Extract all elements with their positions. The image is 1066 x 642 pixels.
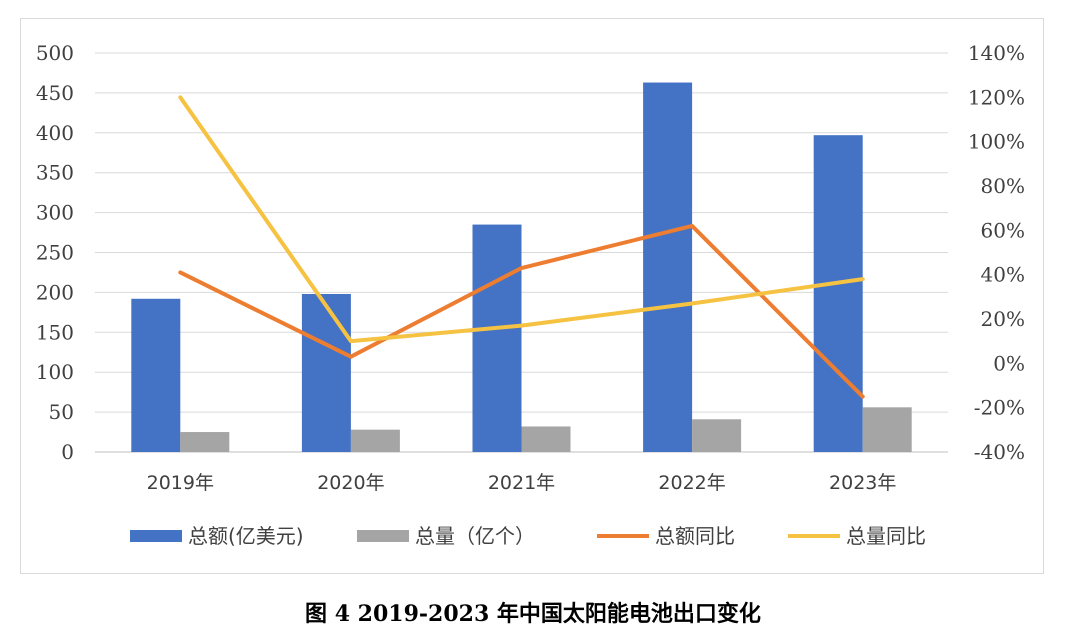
legend-label: 总量同比: [846, 524, 926, 548]
figure-caption: 图 4 2019-2023 年中国太阳能电池出口变化: [305, 601, 761, 627]
bar-total-value: [472, 224, 522, 452]
bar-total-value: [813, 135, 863, 452]
bar-total-volume: [350, 429, 400, 452]
legend-swatch: [130, 530, 182, 542]
bar-total-volume: [862, 407, 912, 452]
category-label: 2021年: [488, 472, 555, 494]
left-tick-label: 200: [36, 280, 74, 304]
line-value-yoy: [178, 223, 865, 399]
legend-swatch: [357, 530, 409, 542]
right-tick-label: 140%: [968, 41, 1025, 65]
category-label: 2019年: [147, 472, 214, 494]
bar-total-volume: [692, 419, 742, 452]
category-label: 2020年: [317, 472, 384, 494]
bar-total-volume: [180, 432, 230, 452]
left-tick-label: 400: [36, 121, 74, 145]
left-tick-label: 100: [36, 360, 74, 384]
bar-total-value: [131, 298, 181, 452]
chart-frame: [20, 18, 1044, 574]
right-tick-label: 100%: [968, 130, 1025, 154]
right-tick-label: 40%: [981, 263, 1025, 287]
left-tick-label: 350: [36, 161, 74, 185]
left-tick-label: 150: [36, 320, 74, 344]
left-tick-label: 250: [36, 241, 74, 265]
line-volume-yoy: [178, 95, 865, 344]
right-tick-label: 120%: [968, 85, 1025, 109]
right-tick-label: 0%: [993, 351, 1025, 375]
bar-total-value: [643, 82, 693, 452]
bar-total-volume: [521, 426, 571, 452]
legend-label: 总额同比: [655, 524, 735, 548]
legend-label: 总额(亿美元): [188, 524, 304, 548]
left-tick-label: 500: [36, 41, 74, 65]
right-tick-label: -20%: [974, 396, 1025, 420]
bar-total-value: [301, 293, 351, 452]
right-tick-label: 80%: [981, 174, 1025, 198]
left-tick-label: 0: [61, 440, 74, 464]
category-label: 2023年: [829, 472, 896, 494]
left-tick-label: 300: [36, 201, 74, 225]
right-tick-label: 60%: [981, 218, 1025, 242]
left-tick-label: 50: [49, 400, 74, 424]
right-tick-label: 20%: [981, 307, 1025, 331]
left-tick-label: 450: [36, 81, 74, 105]
legend-label: 总量（亿个）: [415, 524, 535, 548]
category-label: 2022年: [658, 472, 725, 494]
right-tick-label: -40%: [974, 440, 1025, 464]
